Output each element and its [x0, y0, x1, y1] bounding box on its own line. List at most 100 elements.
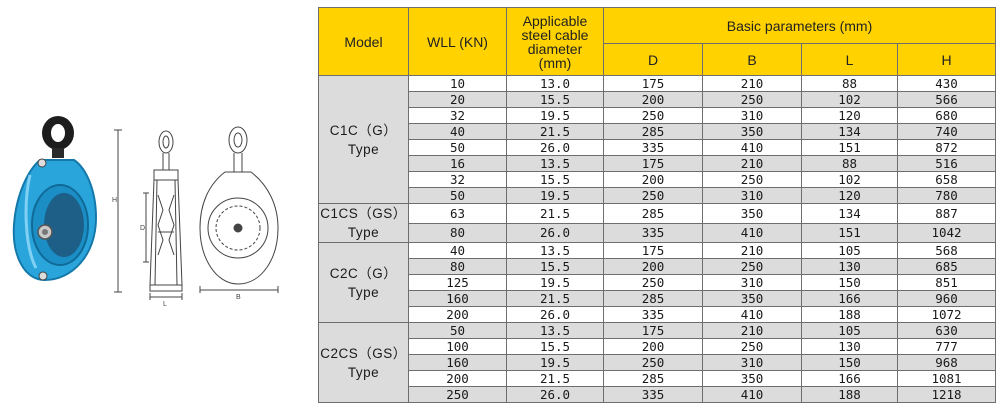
header-h: H — [896, 43, 997, 76]
cell-l: 151 — [801, 222, 898, 243]
cell-l: 102 — [801, 171, 898, 188]
model-cell: C1CS（GS） Type — [318, 203, 409, 243]
model-label-line: Type — [347, 225, 380, 240]
cell-b: 310 — [702, 354, 802, 371]
cell-h: 887 — [896, 203, 997, 224]
cell-h: 516 — [896, 155, 997, 172]
cell-cable-diameter: 26.0 — [506, 386, 604, 403]
drawing-label-d: D — [140, 225, 145, 232]
cell-l: 188 — [801, 306, 898, 323]
cell-l: 102 — [801, 91, 898, 108]
cell-wll: 40 — [408, 123, 507, 140]
table-row: 160 21.5 285 350 166 960 — [319, 290, 997, 307]
cell-wll: 160 — [408, 354, 507, 371]
cell-wll: 200 — [408, 370, 507, 387]
header-b: B — [702, 43, 802, 76]
table-row: C2CS（GS） Type 50 13.5 175 210 105 630 — [318, 322, 997, 403]
cell-wll: 250 — [408, 386, 507, 403]
cell-d: 285 — [603, 290, 703, 307]
model-label-line: C2CS（GS） — [320, 345, 407, 361]
specification-table: Model WLL (KN) Applicable steel cable di… — [318, 7, 997, 403]
table-row: 32 15.5 200 250 102 658 — [319, 171, 997, 188]
cell-wll: 16 — [408, 155, 507, 172]
cell-b: 410 — [702, 306, 802, 323]
cell-cable-diameter: 13.5 — [506, 322, 604, 339]
cell-d: 250 — [603, 107, 703, 124]
cell-b: 250 — [702, 338, 802, 355]
table-row: 80 26.0 335 410 151 1042 — [319, 222, 997, 243]
cell-h: 777 — [896, 338, 997, 355]
cell-b: 250 — [702, 171, 802, 188]
cell-wll: 32 — [408, 107, 507, 124]
table-row: 160 19.5 250 310 150 968 — [319, 354, 997, 371]
header-cable-line: diameter — [527, 40, 583, 57]
cell-h: 630 — [896, 322, 997, 339]
cell-d: 200 — [603, 91, 703, 108]
cell-l: 120 — [801, 107, 898, 124]
cell-l: 88 — [801, 75, 898, 92]
cell-wll: 32 — [408, 171, 507, 188]
cell-l: 166 — [801, 370, 898, 387]
cell-d: 200 — [603, 258, 703, 275]
cell-d: 250 — [603, 187, 703, 204]
cell-d: 285 — [603, 203, 703, 224]
model-label-line: C1CS（GS） — [320, 206, 407, 221]
cell-b: 350 — [702, 203, 802, 224]
cell-wll: 80 — [408, 258, 507, 275]
side-view-drawing — [114, 129, 183, 300]
header-wll: WLL (KN) — [408, 7, 507, 76]
cell-cable-diameter: 21.5 — [506, 370, 604, 387]
cell-l: 88 — [801, 155, 898, 172]
model-cell: C1C（G） Type — [318, 75, 409, 204]
cell-d: 200 — [603, 338, 703, 355]
cell-b: 410 — [702, 386, 802, 403]
cell-wll: 63 — [408, 203, 507, 224]
cell-h: 1218 — [896, 386, 997, 403]
model-label-line: Type — [347, 364, 380, 380]
cell-l: 120 — [801, 187, 898, 204]
cell-wll: 125 — [408, 274, 507, 291]
cell-d: 175 — [603, 75, 703, 92]
cell-d: 285 — [603, 370, 703, 387]
model-label-line: C2C（G） — [329, 265, 398, 281]
cell-cable-diameter: 21.5 — [506, 123, 604, 140]
cell-b: 310 — [702, 274, 802, 291]
cell-cable-diameter: 13.5 — [506, 242, 604, 259]
cell-l: 105 — [801, 242, 898, 259]
cell-b: 410 — [702, 222, 802, 243]
cell-d: 250 — [603, 274, 703, 291]
cell-b: 310 — [702, 187, 802, 204]
cell-cable-diameter: 15.5 — [506, 258, 604, 275]
cell-cable-diameter: 19.5 — [506, 354, 604, 371]
cell-wll: 10 — [408, 75, 507, 92]
front-view-drawing — [199, 126, 279, 293]
table-row: 50 26.0 335 410 151 872 — [319, 139, 997, 156]
cell-d: 250 — [603, 354, 703, 371]
model-label-line: Type — [347, 284, 380, 300]
cell-cable-diameter: 15.5 — [506, 91, 604, 108]
header-cable-line: Applicable — [522, 12, 588, 29]
drawing-label-b: B — [236, 294, 241, 301]
cell-wll: 50 — [408, 139, 507, 156]
model-label-line: Type — [347, 141, 380, 157]
cell-wll: 80 — [408, 222, 507, 243]
table-row: 32 19.5 250 310 120 680 — [319, 107, 997, 124]
cell-d: 335 — [603, 386, 703, 403]
cell-wll: 160 — [408, 290, 507, 307]
table-row: 40 21.5 285 350 134 740 — [319, 123, 997, 140]
cell-b: 210 — [702, 155, 802, 172]
cell-b: 350 — [702, 370, 802, 387]
cell-l: 134 — [801, 123, 898, 140]
drawing-label-h: H — [112, 197, 117, 204]
cell-h: 851 — [896, 274, 997, 291]
cell-d: 175 — [603, 242, 703, 259]
cell-wll: 50 — [408, 187, 507, 204]
cell-b: 210 — [702, 322, 802, 339]
cell-h: 1072 — [896, 306, 997, 323]
table-row: 125 19.5 250 310 150 851 — [319, 274, 997, 291]
cell-l: 166 — [801, 290, 898, 307]
cell-d: 335 — [603, 222, 703, 243]
cell-b: 410 — [702, 139, 802, 156]
table-row: 250 26.0 335 410 188 1218 — [319, 386, 997, 403]
cell-d: 285 — [603, 123, 703, 140]
